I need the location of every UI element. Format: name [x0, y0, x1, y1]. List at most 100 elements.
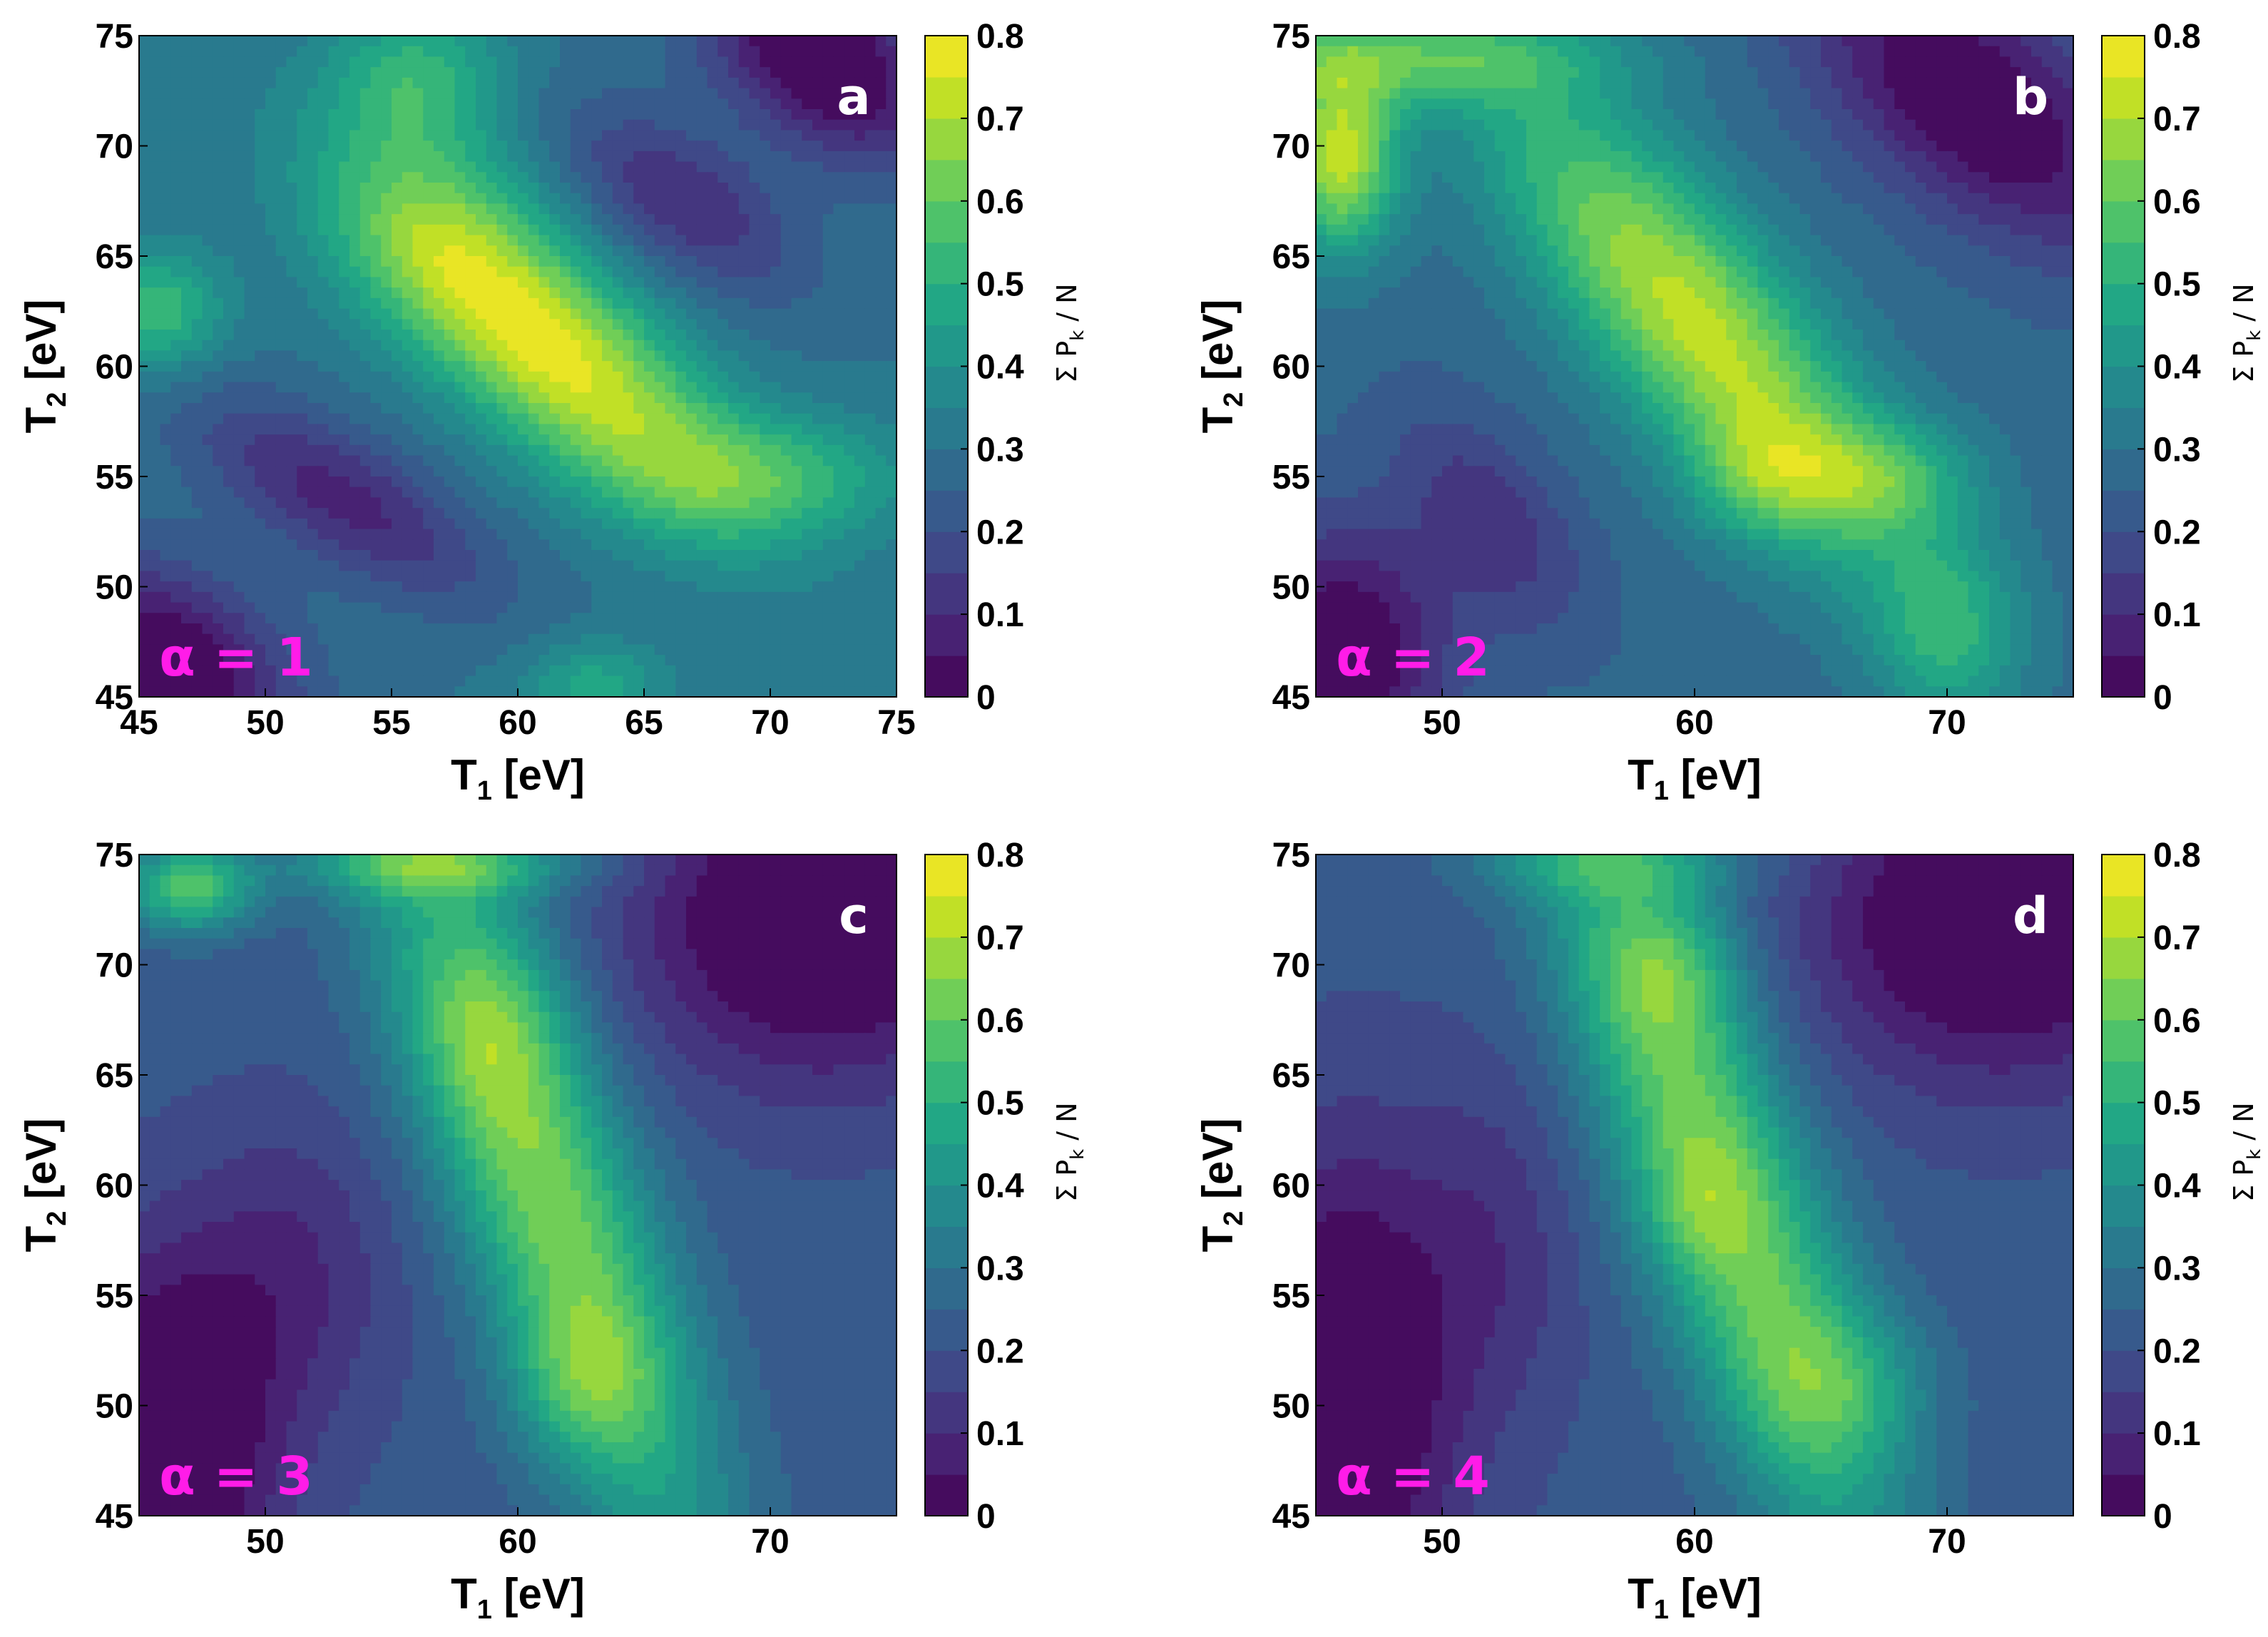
heatmap-cell	[612, 403, 624, 414]
heatmap-cell	[780, 403, 792, 414]
heatmap-cell	[223, 371, 235, 383]
heatmap-cell	[434, 623, 445, 635]
heatmap-cell	[570, 444, 582, 457]
heatmap-cell	[612, 591, 624, 603]
heatmap-cell	[307, 497, 319, 509]
heatmap-cell	[2021, 46, 2032, 58]
heatmap-cell	[707, 172, 718, 183]
heatmap-cell	[434, 550, 445, 561]
heatmap-cell	[402, 67, 414, 78]
heatmap-cell	[423, 98, 434, 110]
heatmap-cell	[370, 67, 382, 78]
heatmap-cell	[191, 319, 203, 330]
heatmap-cell	[749, 224, 760, 236]
heatmap-cell	[496, 486, 508, 499]
heatmap-cell	[644, 560, 655, 572]
heatmap-cell	[412, 46, 424, 58]
heatmap-cell	[833, 591, 844, 603]
heatmap-cell	[875, 403, 887, 414]
heatmap-cell	[434, 591, 445, 603]
heatmap-cell	[255, 256, 266, 267]
heatmap-cell	[528, 686, 540, 698]
heatmap-cell	[591, 497, 603, 509]
heatmap-cell	[802, 77, 813, 89]
heatmap-cell	[496, 424, 508, 435]
heatmap-cell	[402, 224, 414, 236]
heatmap-cell	[307, 67, 319, 78]
heatmap-cell	[170, 476, 182, 488]
heatmap-cell	[591, 214, 603, 225]
heatmap-cell	[1968, 46, 1979, 58]
heatmap-cell	[812, 361, 824, 372]
heatmap-cell	[359, 466, 372, 477]
heatmap-cell	[297, 350, 308, 362]
heatmap-cell	[760, 151, 771, 163]
heatmap-cell	[339, 88, 350, 99]
heatmap-cell	[423, 508, 434, 519]
heatmap-cell	[275, 109, 287, 121]
heatmap-cell	[560, 56, 571, 68]
heatmap-cell	[822, 330, 834, 341]
heatmap-cell	[738, 330, 750, 341]
heatmap-cell	[760, 350, 771, 362]
heatmap-cell	[675, 297, 687, 310]
heatmap-cell	[1894, 36, 1906, 47]
heatmap-cell	[612, 141, 624, 152]
heatmap-cell	[633, 434, 645, 446]
heatmap-cell	[255, 319, 266, 330]
heatmap-cell	[339, 224, 350, 236]
heatmap-cell	[139, 497, 150, 509]
heatmap-cell	[139, 508, 150, 519]
heatmap-cell	[780, 581, 792, 593]
heatmap-cell	[780, 518, 792, 530]
heatmap-cell	[802, 403, 813, 414]
heatmap-cell	[244, 256, 255, 267]
heatmap-cell	[402, 308, 414, 320]
heatmap-cell	[454, 466, 466, 477]
heatmap-cell	[1831, 56, 1843, 68]
heatmap-cell	[465, 266, 476, 278]
heatmap-cell	[696, 403, 708, 414]
heatmap-cell	[444, 88, 456, 99]
heatmap-cell	[160, 235, 171, 246]
heatmap-cell	[255, 36, 266, 47]
heatmap-cell	[402, 434, 414, 446]
heatmap-cell	[570, 98, 582, 110]
heatmap-cell	[538, 413, 550, 425]
heatmap-cell	[707, 413, 718, 425]
heatmap-cell	[602, 403, 613, 414]
heatmap-cell	[581, 403, 592, 414]
heatmap-cell	[496, 109, 508, 121]
heatmap-cell	[307, 287, 319, 299]
heatmap-cell	[1884, 77, 1895, 89]
heatmap-cell	[864, 193, 877, 205]
heatmap-cell	[1789, 36, 1801, 47]
heatmap-cell	[886, 361, 897, 372]
heatmap-cell	[244, 141, 255, 152]
heatmap-cell	[560, 151, 571, 163]
heatmap-cell	[170, 434, 182, 446]
heatmap-cell	[412, 665, 424, 677]
heatmap-cell	[675, 644, 687, 656]
heatmap-cell	[644, 602, 655, 613]
heatmap-cell	[359, 686, 372, 698]
heatmap-cell	[696, 633, 708, 646]
heatmap-cell	[370, 665, 382, 677]
heatmap-cell	[770, 403, 782, 414]
heatmap-cell	[275, 581, 287, 593]
heatmap-cell	[802, 109, 813, 121]
heatmap-cell	[665, 224, 676, 236]
heatmap-cell	[255, 560, 266, 572]
heatmap-cell	[822, 581, 834, 593]
heatmap-cell	[686, 77, 698, 89]
heatmap-cell	[602, 77, 613, 89]
heatmap-cell	[476, 151, 487, 163]
heatmap-cell	[444, 56, 456, 68]
heatmap-cell	[833, 256, 844, 267]
heatmap-cell	[654, 130, 666, 141]
heatmap-cell	[717, 56, 729, 68]
heatmap-cell	[644, 424, 655, 435]
heatmap-cell	[1379, 46, 1390, 58]
heatmap-cell	[392, 56, 403, 68]
heatmap-cell	[886, 287, 897, 299]
